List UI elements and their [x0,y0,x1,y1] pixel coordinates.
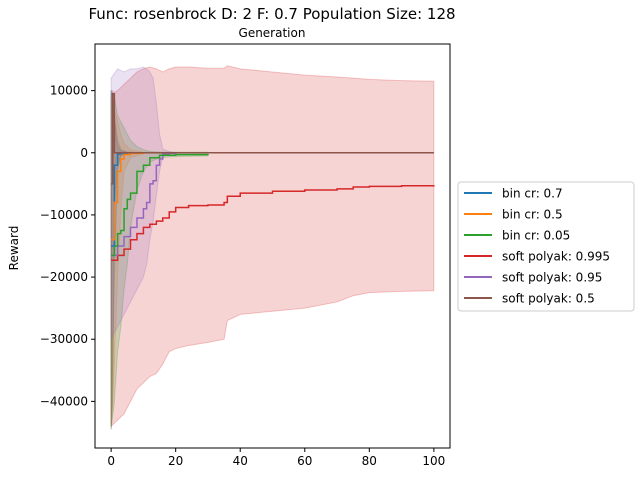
legend-frame [457,181,635,312]
chart-title: Func: rosenbrock D: 2 F: 0.7 Population … [88,5,455,23]
y-tick-label: 10000 [50,84,88,98]
band-bin-cr-0-05 [110,90,209,430]
legend-label: bin cr: 0.5 [502,208,563,222]
x-tick-label: 40 [233,454,248,468]
x-tick-label: 80 [362,454,377,468]
x-tick-label: 100 [422,454,445,468]
y-axis-label: Reward [7,226,21,271]
y-tick-label: 0 [80,146,88,160]
series-lines [111,92,435,262]
legend-label: bin cr: 0.05 [502,229,570,243]
x-tick-label: 60 [297,454,312,468]
legend-label: soft polyak: 0.95 [502,271,602,285]
y-tick-label: −20000 [40,270,88,284]
legend-label: bin cr: 0.7 [502,187,563,201]
y-tick-label: −10000 [40,208,88,222]
legend-label: soft polyak: 0.5 [502,292,595,306]
legend-label: soft polyak: 0.995 [502,250,610,264]
confidence-bands [110,65,435,430]
y-axis-ticks: 10000 0 −10000 −20000 −30000 −40000 [40,84,95,408]
y-tick-label: −40000 [40,394,88,408]
line-bin-cr-0-05 [111,153,209,257]
x-axis-label-top: Generation [239,26,306,40]
y-tick-label: −30000 [40,332,88,346]
x-tick-label: 0 [107,454,115,468]
x-tick-label: 20 [168,454,183,468]
line-soft-polyak-0-995 [111,184,435,262]
line-soft-polyak-0-5 [111,92,434,185]
legend: bin cr: 0.7 bin cr: 0.5 bin cr: 0.05 soft p… [457,181,635,312]
x-axis-ticks: 0 20 40 60 80 100 [107,448,445,468]
band-soft-polyak-0-995 [110,65,435,428]
plot-frame [94,43,451,449]
